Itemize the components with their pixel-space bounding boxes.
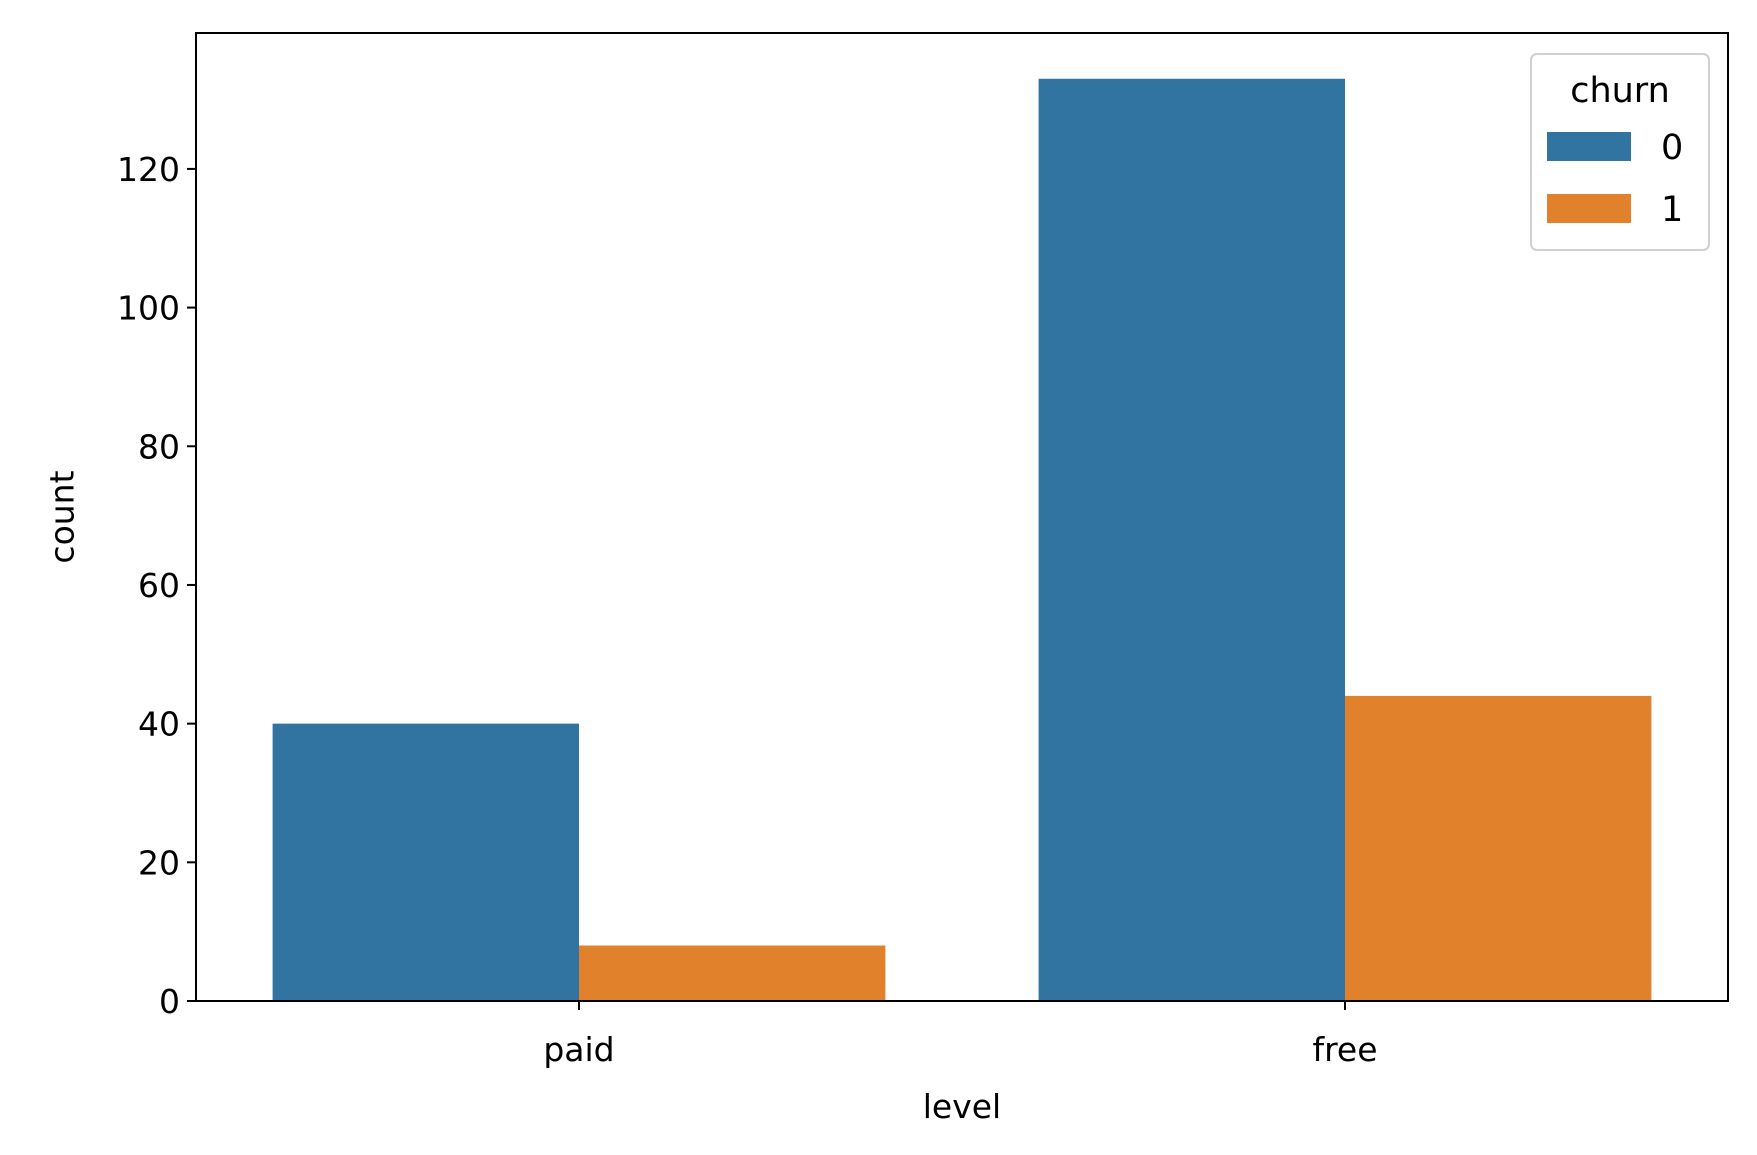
- bar-paid-churn-1: [579, 945, 886, 1001]
- legend-label-1: 1: [1661, 190, 1683, 230]
- y-tick-label: 40: [138, 705, 180, 744]
- x-axis-title: level: [923, 1087, 1001, 1126]
- legend-swatch-1: [1547, 194, 1631, 223]
- legend: churn 01: [1530, 53, 1710, 251]
- y-axis: 0 20 40 60 80 100 120: [117, 150, 196, 1021]
- y-axis-title: count: [43, 470, 82, 563]
- x-tick-label: paid: [543, 1030, 614, 1069]
- plot-frame: [195, 32, 1729, 1002]
- legend-title: churn: [1570, 71, 1670, 111]
- y-tick-label: 100: [117, 289, 180, 328]
- y-tick-label: 20: [138, 843, 180, 882]
- x-axis: paid free: [543, 1001, 1378, 1069]
- legend-swatch-0: [1547, 132, 1631, 161]
- bar-free-churn-1: [1345, 695, 1652, 1001]
- y-tick-label: 60: [138, 566, 180, 605]
- bar-free-churn-0: [1038, 78, 1345, 1002]
- legend-items: 01: [1547, 128, 1683, 230]
- bars-group: [272, 78, 1652, 1002]
- x-tick-label: free: [1312, 1030, 1377, 1069]
- y-tick-label: 0: [159, 982, 180, 1021]
- y-tick-label: 80: [138, 427, 180, 466]
- bar-paid-churn-0: [272, 723, 579, 1001]
- y-tick-label: 120: [117, 150, 180, 189]
- legend-label-0: 0: [1661, 128, 1683, 168]
